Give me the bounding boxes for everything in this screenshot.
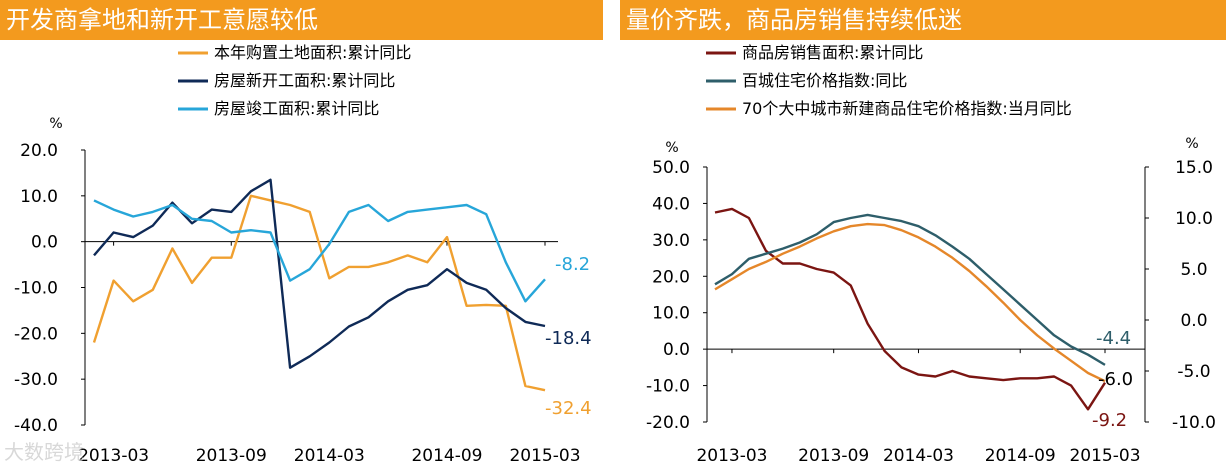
- legend-label: 百城住宅价格指数:同比: [742, 71, 907, 90]
- x-tick-label: 2015-03: [1069, 446, 1140, 466]
- end-value-label: -4.4: [1096, 328, 1131, 349]
- y-tick-label: -10.0: [14, 279, 58, 299]
- legend-label: 70个大中城市新建商品住宅价格指数:当月同比: [742, 99, 1072, 118]
- y-tick-label: 10.0: [20, 187, 58, 207]
- y-tick-label: 20.0: [20, 141, 58, 161]
- x-tick-label: 2013-09: [798, 446, 869, 466]
- series-line: [714, 213, 1106, 366]
- y-tick-label: 30.0: [652, 231, 690, 251]
- end-value-label: -18.4: [545, 328, 592, 349]
- x-tick-label: 2014-03: [294, 446, 365, 466]
- end-value-label: -9.2: [1092, 410, 1127, 431]
- left-chart-panel: 开发商拿地和新开工意愿较低 本年购置土地面积:累计同比 房屋新开工面积:累计同比房…: [0, 0, 608, 470]
- y-tick-label: -20.0: [646, 413, 690, 433]
- legend-label: 房屋新开工面积:累计同比: [214, 71, 395, 90]
- y-tick-label: 40.0: [652, 194, 690, 214]
- y-axis-unit: %: [665, 140, 678, 156]
- x-tick-label: 2013-03: [78, 446, 149, 466]
- series-line: [93, 199, 546, 303]
- y2-axis-unit: %: [1185, 136, 1198, 152]
- x-tick-label: 2014-09: [411, 446, 482, 466]
- y-tick-label: 0.0: [31, 233, 58, 253]
- end-value-label: -8.2: [555, 254, 590, 275]
- y-tick-label: -20.0: [14, 324, 58, 344]
- y-tick-label: -40.0: [14, 416, 58, 436]
- series-line: [92, 194, 546, 392]
- y-tick-label: 0.0: [663, 340, 690, 360]
- right-chart-title: 量价齐跌，商品房销售持续低迷: [620, 0, 1226, 40]
- legend-label: 商品房销售面积:累计同比: [742, 43, 923, 62]
- right-chart-panel: 量价齐跌，商品房销售持续低迷 商品房销售面积:累计同比 百城住宅价格指数:同比 70…: [620, 0, 1226, 470]
- watermark: 大数跨境: [4, 440, 84, 464]
- y2-tick-label: 10.0: [1175, 209, 1213, 229]
- y-axis-unit: %: [49, 116, 62, 132]
- end-value-label: -32.4: [545, 398, 592, 419]
- y-tick-label: 50.0: [652, 158, 690, 178]
- y-tick-label: 20.0: [652, 267, 690, 287]
- y2-tick-label: -10.0: [1172, 413, 1216, 433]
- y-tick-label: -30.0: [14, 370, 58, 390]
- x-tick-label: 2014-03: [883, 446, 954, 466]
- legend-label: 本年购置土地面积:累计同比: [214, 43, 411, 62]
- x-tick-label: 2014-09: [985, 446, 1056, 466]
- series-line: [714, 222, 1106, 383]
- y2-tick-label: -5.0: [1177, 362, 1210, 382]
- x-tick-label: 2013-09: [196, 446, 267, 466]
- y2-tick-label: 15.0: [1175, 158, 1213, 178]
- y2-tick-label: 0.0: [1180, 311, 1207, 331]
- x-tick-label: 2015-03: [509, 446, 580, 466]
- x-tick-label: 2013-03: [696, 446, 767, 466]
- series-line: [714, 207, 1107, 411]
- end-value-label: -6.0: [1098, 369, 1133, 390]
- legend-label: 房屋竣工面积:累计同比: [214, 99, 379, 118]
- y2-tick-label: 5.0: [1180, 260, 1207, 280]
- y-tick-label: 10.0: [652, 304, 690, 324]
- y-tick-label: -10.0: [646, 377, 690, 397]
- left-chart-title: 开发商拿地和新开工意愿较低: [0, 0, 603, 40]
